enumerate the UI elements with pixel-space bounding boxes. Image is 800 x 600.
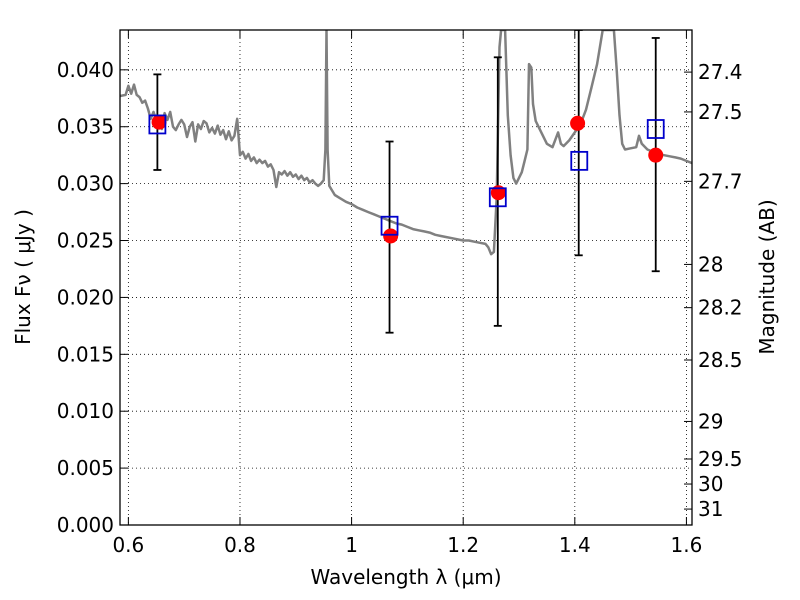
model-spectrum-line xyxy=(120,30,692,256)
observed-point xyxy=(570,115,586,131)
y-tick-label: 0.025 xyxy=(57,229,114,253)
plot-frame xyxy=(119,29,693,526)
x-tick-label: 1 xyxy=(345,533,358,557)
y2-tick-label: 28.2 xyxy=(698,296,743,320)
y-tick-label: 0.040 xyxy=(57,58,114,82)
x-tick-label: 0.8 xyxy=(224,533,256,557)
y-tick-label: 0.015 xyxy=(57,342,114,366)
x-tick-label: 1.6 xyxy=(671,533,703,557)
y-tick-label: 0.030 xyxy=(57,172,114,196)
y-tick-label: 0.010 xyxy=(57,399,114,423)
y2-tick-label: 28 xyxy=(698,252,723,276)
y-tick-label: 0.005 xyxy=(57,456,114,480)
model-photometry-square xyxy=(570,150,589,171)
ticks: 0.6 0.8 1 1.2 1.4 1.6 0.000 0.005 0.010 0.015 0.02… xyxy=(57,30,743,557)
y2-tick-label: 27.7 xyxy=(698,169,743,193)
model-photometry-square xyxy=(646,119,665,139)
x-axis-label: Wavelength λ (μm) xyxy=(310,565,501,589)
y-tick-label: 0.000 xyxy=(57,513,114,537)
y2-axis-label: Magnitude (AB) xyxy=(755,199,779,354)
y2-tick-label: 30 xyxy=(698,472,723,496)
x-tick-label: 1.2 xyxy=(447,533,479,557)
observed-point xyxy=(648,147,664,163)
y2-tick-label: 29.5 xyxy=(698,447,743,471)
plot-area xyxy=(120,30,692,334)
x-tick-label: 0.6 xyxy=(112,533,144,557)
y-tick-label: 0.020 xyxy=(57,285,114,309)
model-photometry-square xyxy=(488,187,507,208)
y2-tick-label: 28.5 xyxy=(698,348,743,372)
x-tick-label: 1.4 xyxy=(559,533,591,557)
observed-point xyxy=(383,228,399,244)
model-photometry-square xyxy=(380,215,399,236)
y2-tick-label: 27.5 xyxy=(698,100,743,124)
y-axis-label: Flux Fν ( μJy ) xyxy=(11,209,35,345)
y2-tick-label: 29 xyxy=(698,409,723,433)
model-photometry-square xyxy=(148,114,167,135)
y-tick-label: 0.035 xyxy=(57,115,114,139)
y2-tick-label: 31 xyxy=(698,497,723,521)
observed-point xyxy=(151,114,167,130)
y2-tick-label: 27.4 xyxy=(698,60,743,84)
